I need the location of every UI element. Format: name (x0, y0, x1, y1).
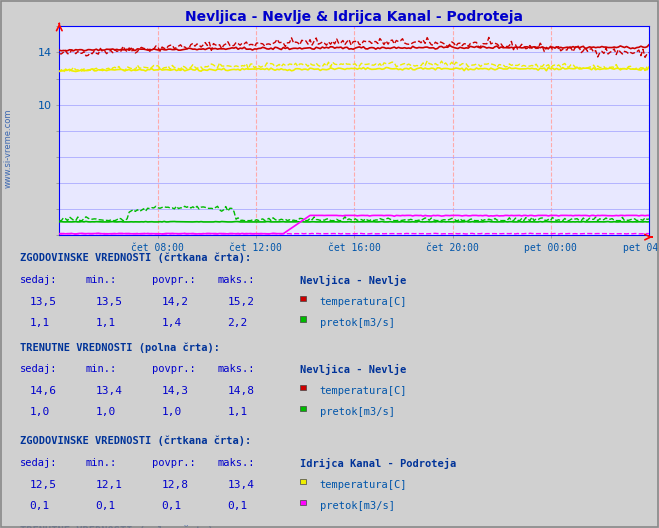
Text: temperatura[C]: temperatura[C] (320, 480, 407, 490)
Text: povpr.:: povpr.: (152, 275, 195, 285)
Text: 0,1: 0,1 (30, 501, 50, 511)
Text: Idrijca Kanal - Podroteja: Idrijca Kanal - Podroteja (300, 458, 456, 469)
Text: 0,1: 0,1 (227, 501, 248, 511)
Text: www.si-vreme.com: www.si-vreme.com (3, 108, 13, 187)
Text: 13,5: 13,5 (96, 297, 123, 307)
Text: pretok[m3/s]: pretok[m3/s] (320, 501, 395, 511)
Text: 0,1: 0,1 (161, 501, 182, 511)
Text: ZGODOVINSKE VREDNOSTI (črtkana črta):: ZGODOVINSKE VREDNOSTI (črtkana črta): (20, 252, 251, 263)
Text: 13,4: 13,4 (96, 386, 123, 397)
Text: 14,6: 14,6 (30, 386, 57, 397)
Text: 14,8: 14,8 (227, 386, 254, 397)
Text: temperatura[C]: temperatura[C] (320, 297, 407, 307)
Text: pretok[m3/s]: pretok[m3/s] (320, 317, 395, 327)
Text: maks.:: maks.: (217, 275, 255, 285)
Text: 1,1: 1,1 (96, 317, 116, 327)
Text: 14,3: 14,3 (161, 386, 188, 397)
Title: Nevljica - Nevlje & Idrijca Kanal - Podroteja: Nevljica - Nevlje & Idrijca Kanal - Podr… (185, 10, 523, 24)
Text: povpr.:: povpr.: (152, 364, 195, 374)
Text: pretok[m3/s]: pretok[m3/s] (320, 407, 395, 417)
FancyBboxPatch shape (300, 479, 306, 484)
FancyBboxPatch shape (300, 406, 306, 411)
Text: 12,8: 12,8 (161, 480, 188, 490)
Text: 13,4: 13,4 (227, 480, 254, 490)
Text: sedaj:: sedaj: (20, 364, 57, 374)
FancyBboxPatch shape (300, 499, 306, 505)
Text: 12,5: 12,5 (30, 480, 57, 490)
Text: temperatura[C]: temperatura[C] (320, 386, 407, 397)
Text: sedaj:: sedaj: (20, 275, 57, 285)
Text: 1,4: 1,4 (161, 317, 182, 327)
Text: min.:: min.: (86, 364, 117, 374)
Text: 1,0: 1,0 (161, 407, 182, 417)
Text: min.:: min.: (86, 275, 117, 285)
Text: 1,0: 1,0 (30, 407, 50, 417)
Text: maks.:: maks.: (217, 364, 255, 374)
Text: 14,2: 14,2 (161, 297, 188, 307)
Text: maks.:: maks.: (217, 458, 255, 468)
Text: TRENUTNE VREDNOSTI (polna črta):: TRENUTNE VREDNOSTI (polna črta): (20, 525, 219, 528)
Text: TRENUTNE VREDNOSTI (polna črta):: TRENUTNE VREDNOSTI (polna črta): (20, 342, 219, 353)
Text: 1,1: 1,1 (227, 407, 248, 417)
Text: 12,1: 12,1 (96, 480, 123, 490)
FancyBboxPatch shape (300, 296, 306, 301)
Text: 13,5: 13,5 (30, 297, 57, 307)
Text: ZGODOVINSKE VREDNOSTI (črtkana črta):: ZGODOVINSKE VREDNOSTI (črtkana črta): (20, 436, 251, 446)
Text: povpr.:: povpr.: (152, 458, 195, 468)
Text: 1,1: 1,1 (30, 317, 50, 327)
Text: sedaj:: sedaj: (20, 458, 57, 468)
Text: 15,2: 15,2 (227, 297, 254, 307)
Text: min.:: min.: (86, 458, 117, 468)
Text: Nevljica - Nevlje: Nevljica - Nevlje (300, 364, 406, 375)
Text: 2,2: 2,2 (227, 317, 248, 327)
Text: 0,1: 0,1 (96, 501, 116, 511)
FancyBboxPatch shape (300, 385, 306, 390)
FancyBboxPatch shape (300, 316, 306, 322)
Text: Nevljica - Nevlje: Nevljica - Nevlje (300, 275, 406, 286)
Text: 1,0: 1,0 (96, 407, 116, 417)
